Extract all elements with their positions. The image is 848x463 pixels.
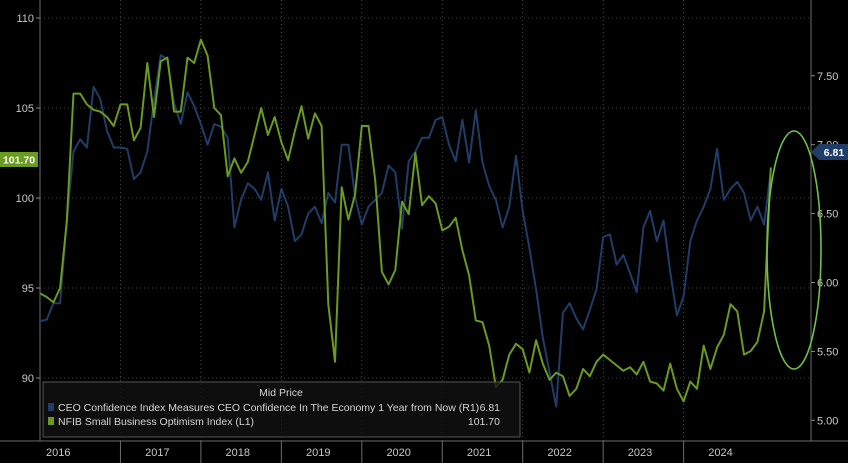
right-last-value: 6.81 [824,147,845,159]
x-tick-label: 2016 [46,447,70,459]
x-tick-label: 2019 [306,447,330,459]
x-tick-label: 2023 [628,447,652,459]
series-line-ceo-confidence [40,54,772,408]
right-tick-label: 6.00 [817,278,838,290]
legend-value-ceo: 6.81 [480,402,501,414]
left-tick-label: 100 [16,193,34,205]
x-tick-label: 2018 [226,447,250,459]
left-last-value: 101.70 [3,155,35,167]
grid-lines [40,0,811,441]
right-tick-label: 5.00 [817,415,838,427]
left-badge-background [0,152,38,167]
legend-swatch-ceo [48,403,54,411]
legend-label-ceo: CEO Confidence Index Measures CEO Confid… [58,402,479,414]
x-axis-ticks: 2016 2017 2018 2019 2020 2021 2022 2023 2024 [46,441,733,463]
left-tick-label: 105 [16,103,34,115]
legend-label-nfib: NFIB Small Business Optimism Index (L1) [58,416,254,428]
x-tick-label: 2020 [386,447,410,459]
x-tick-label: 2017 [145,447,169,459]
highlight-ellipse [766,130,822,370]
legend-swatch-nfib [48,417,54,425]
right-tick-label: 6.50 [817,209,838,221]
left-tick-label: 95 [22,283,34,295]
left-axis-ticks: 90 95 100 105 110 [16,13,40,385]
right-badge-background [811,144,848,160]
right-last-value-badge: 6.81 [811,144,848,160]
legend: Mid Price CEO Confidence Index Measures … [42,381,521,438]
legend-value-nfib: 101.70 [468,416,500,428]
right-tick-label: 7.50 [817,71,838,83]
x-tick-label: 2021 [467,447,491,459]
x-tick-label: 2024 [708,447,732,459]
legend-title: Mid Price [259,387,303,399]
right-tick-label: 5.50 [817,346,838,358]
left-tick-label: 110 [16,13,34,25]
series-line-nfib-optimism [40,38,772,403]
legend-box [42,381,521,438]
x-tick-label: 2022 [547,447,571,459]
left-last-value-badge: 101.70 [0,152,38,167]
left-tick-label: 90 [22,373,34,385]
